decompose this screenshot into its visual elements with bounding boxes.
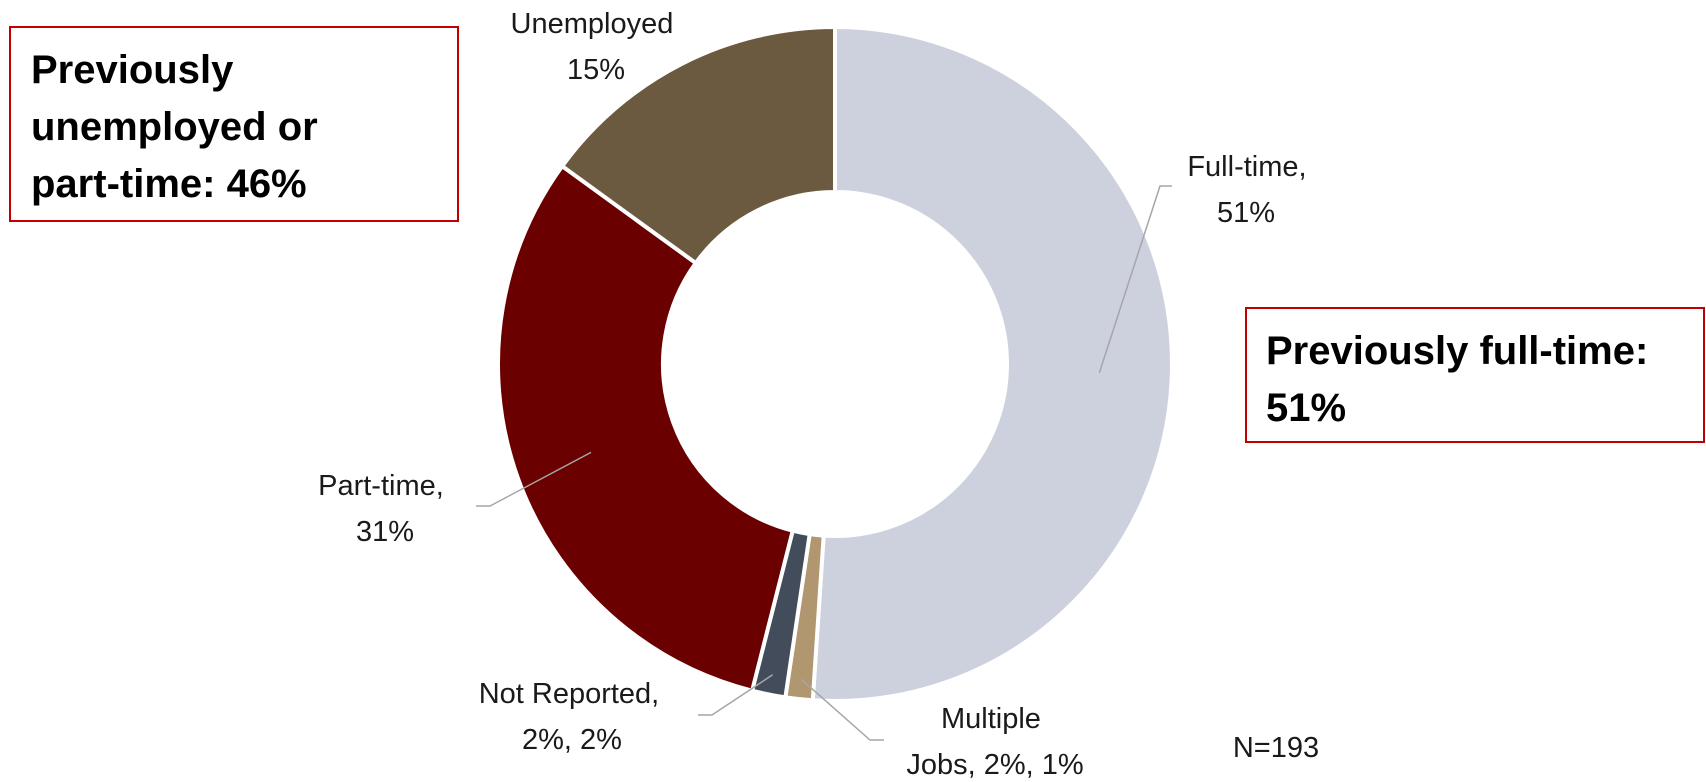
sample-size-note: N=193 <box>1233 732 1319 764</box>
donut-slice-part-time <box>496 164 795 693</box>
slice-label-part-time: Part-time, 31% <box>318 470 452 548</box>
callout-left-line: Previously <box>31 48 234 92</box>
callout-left-line: unemployed or <box>31 105 318 149</box>
leader-line-multiple-jobs <box>800 678 884 741</box>
callout-full-time: Previously full-time: 51% <box>1245 307 1705 443</box>
slice-label-multiple-jobs: Multiple Jobs, 2%, 1% <box>906 703 1083 781</box>
donut-slice-unemployed <box>560 25 837 266</box>
callout-left-line: part-time: 46% <box>31 162 307 206</box>
callout-right-line: 51% <box>1266 386 1347 430</box>
callout-right-line: Previously full-time: <box>1266 329 1649 373</box>
callout-unemployed-or-part-time: Previously unemployed or part-time: 46% <box>9 26 459 222</box>
leader-lines <box>476 185 1172 741</box>
slice-label-unemployed: Unemployed 15% <box>511 8 682 86</box>
leader-line-part-time <box>476 451 592 507</box>
donut-slice-full-time <box>810 25 1174 703</box>
leader-line-full-time <box>1098 185 1172 373</box>
leader-line-not-reported <box>698 674 774 716</box>
slice-label-not-reported: Not Reported, 2%, 2% <box>479 678 668 756</box>
donut-slices <box>496 25 1174 703</box>
slice-label-full-time: Full-time, 51% <box>1187 151 1314 229</box>
